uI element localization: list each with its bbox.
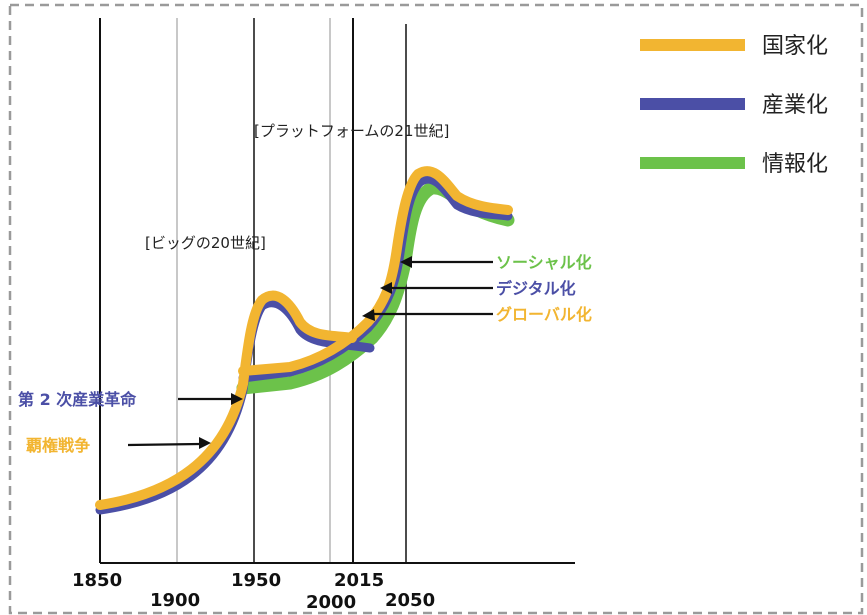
tick-label-2015: 2015 bbox=[334, 570, 384, 591]
hegemony-label: 覇権戦争 bbox=[26, 436, 90, 455]
legend-label-info: 情報化 bbox=[762, 152, 828, 177]
tick-label-1950: 1950 bbox=[231, 570, 281, 591]
legend: 国家化 産業化 情報化 bbox=[640, 34, 828, 177]
arrow-digital bbox=[380, 282, 493, 294]
era-platform-label: [プラットフォームの21世紀] bbox=[254, 122, 449, 140]
social-label: ソーシャル化 bbox=[496, 253, 592, 272]
global-label: グローバル化 bbox=[496, 305, 592, 324]
dashed-frame bbox=[8, 3, 864, 615]
tick-label-1850: 1850 bbox=[72, 570, 122, 591]
arrow-global bbox=[362, 309, 493, 321]
tick-label-2050: 2050 bbox=[385, 590, 435, 611]
tick-label-1900: 1900 bbox=[150, 590, 200, 611]
arrow-second-ir bbox=[178, 393, 243, 405]
tick-label-2000: 2000 bbox=[306, 592, 356, 613]
era-twentieth-label: [ビッグの20世紀] bbox=[145, 234, 266, 252]
nation-curve bbox=[95, 166, 513, 510]
legend-label-nation: 国家化 bbox=[762, 34, 828, 59]
arrow-social bbox=[400, 256, 493, 268]
arrow-hegemony bbox=[127, 437, 211, 449]
industry-curve bbox=[95, 174, 513, 515]
digital-label: デジタル化 bbox=[496, 279, 576, 298]
legend-label-industry: 産業化 bbox=[762, 93, 828, 118]
second-ir-label: 第 2 次産業革命 bbox=[18, 390, 137, 409]
